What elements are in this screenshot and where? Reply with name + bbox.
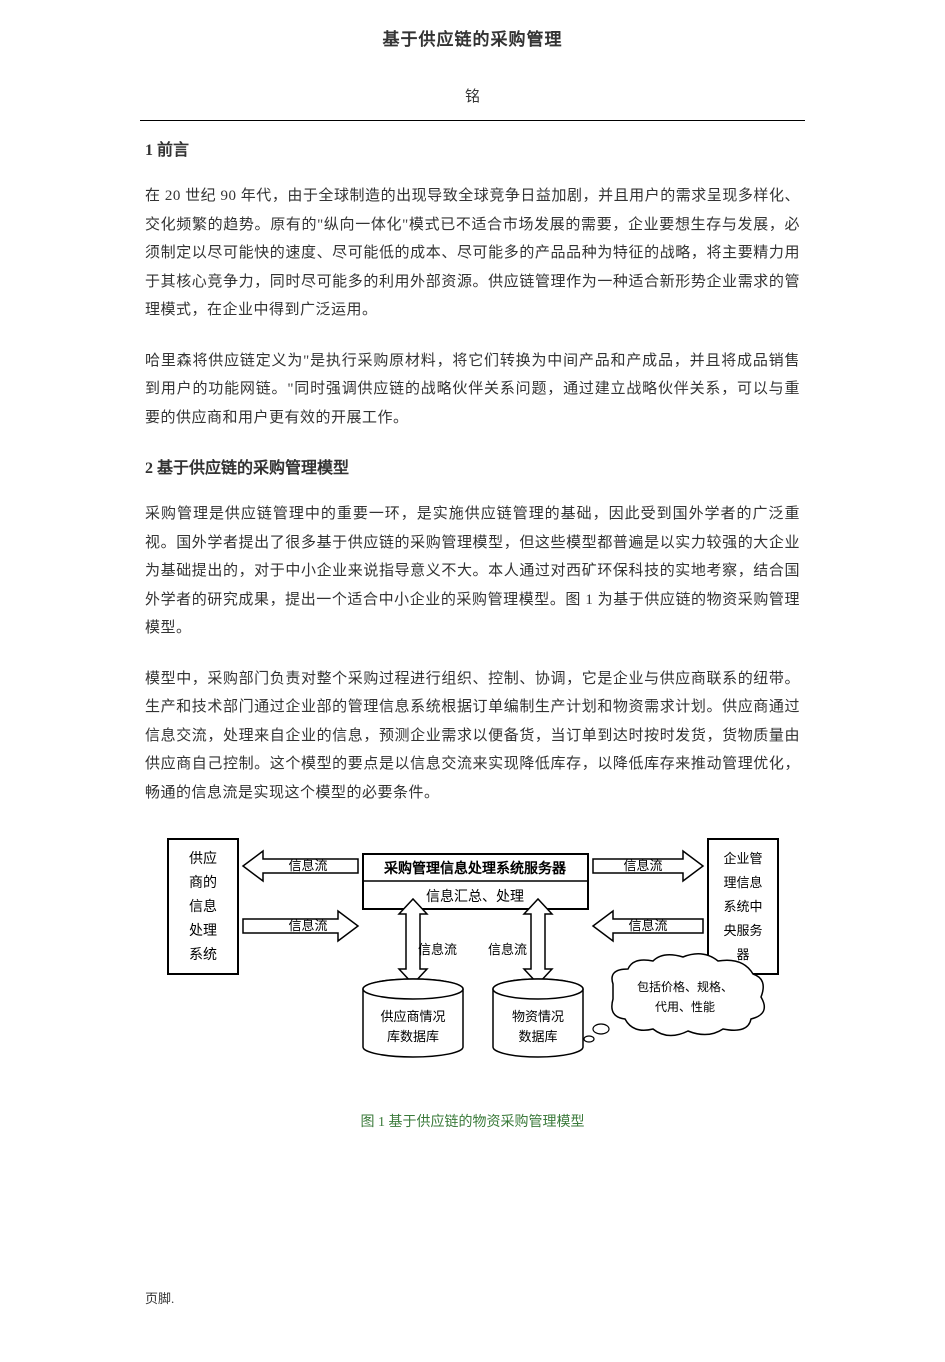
svg-text:供应商情况: 供应商情况 <box>380 1009 445 1024</box>
svg-text:代用、性能: 代用、性能 <box>654 1000 714 1014</box>
svg-text:信息流: 信息流 <box>288 858 327 873</box>
page-footer: 页脚. <box>145 1288 174 1307</box>
svg-text:信息流: 信息流 <box>488 942 527 957</box>
svg-text:采购管理信息处理系统服务器: 采购管理信息处理系统服务器 <box>383 860 567 877</box>
svg-text:信息: 信息 <box>189 898 217 915</box>
svg-text:央服务: 央服务 <box>723 923 762 938</box>
section-1-heading: 1 前言 <box>145 136 800 160</box>
section-2-para-1: 采购管理是供应链管理中的重要一环，是实施供应链管理的基础，因此受到国外学者的广泛… <box>145 500 800 643</box>
figure-1-svg: 供应 商的 信息 处理 系统 企业管 理信息 系统中 央服务 器 采购管理信息处… <box>163 829 783 1089</box>
svg-text:数据库: 数据库 <box>518 1029 557 1044</box>
svg-text:理信息: 理信息 <box>723 875 762 890</box>
doc-author: 铭 <box>145 85 800 106</box>
doc-title: 基于供应链的采购管理 <box>145 25 800 50</box>
svg-text:系统中: 系统中 <box>723 899 762 914</box>
figure-1: 供应 商的 信息 处理 系统 企业管 理信息 系统中 央服务 器 采购管理信息处… <box>163 829 783 1131</box>
svg-text:器: 器 <box>736 947 749 962</box>
section-1-para-2: 哈里森将供应链定义为"是执行采购原材料，将它们转换为中间产品和产成品，并且将成品… <box>145 347 800 433</box>
svg-text:物资情况: 物资情况 <box>511 1009 563 1024</box>
top-rule <box>140 120 805 121</box>
svg-text:包括价格、规格、: 包括价格、规格、 <box>636 979 732 994</box>
figure-1-caption: 图 1 基于供应链的物资采购管理模型 <box>163 1111 783 1131</box>
svg-text:信息流: 信息流 <box>418 942 457 957</box>
svg-text:信息流: 信息流 <box>288 918 327 933</box>
svg-text:供应: 供应 <box>189 850 217 867</box>
section-1-para-1: 在 20 世纪 90 年代，由于全球制造的出现导致全球竞争日益加剧，并且用户的需… <box>145 182 800 325</box>
section-2-heading: 2 基于供应链的采购管理模型 <box>145 454 800 478</box>
svg-text:处理: 处理 <box>189 923 217 939</box>
svg-text:信息流: 信息流 <box>623 858 662 873</box>
svg-text:信息流: 信息流 <box>628 918 667 933</box>
svg-text:商的: 商的 <box>189 875 217 891</box>
svg-text:系统: 系统 <box>189 947 217 963</box>
svg-text:信息汇总、处理: 信息汇总、处理 <box>426 888 524 905</box>
svg-text:企业管: 企业管 <box>723 851 762 866</box>
section-2-para-2: 模型中，采购部门负责对整个采购过程进行组织、控制、协调，它是企业与供应商联系的纽… <box>145 665 800 808</box>
svg-text:库数据库: 库数据库 <box>386 1029 438 1044</box>
